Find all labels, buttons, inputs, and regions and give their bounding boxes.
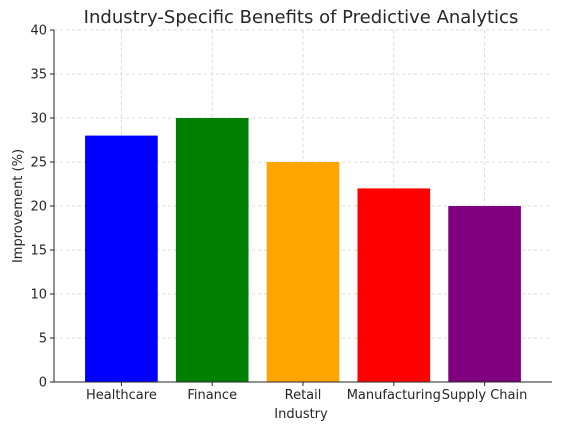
y-tick-label: 10 (30, 288, 47, 303)
x-axis-ticks: Healthcare Finance Retail Manufacturing Supp… (86, 382, 527, 403)
y-axis-ticks: 0 5 10 15 20 25 30 35 40 (30, 24, 54, 391)
x-axis-label: Industry (274, 407, 328, 422)
y-axis-label: Improvement (%) (11, 149, 26, 263)
y-tick-label: 5 (39, 332, 47, 347)
y-tick-label: 20 (30, 200, 47, 215)
bar-finance (175, 118, 249, 382)
x-tick-label: Healthcare (86, 388, 157, 403)
y-tick-label: 0 (39, 376, 47, 391)
y-tick-label: 35 (30, 68, 47, 83)
bar-supply-chain (448, 206, 521, 382)
y-tick-label: 15 (30, 244, 47, 259)
x-tick-label: Manufacturing (347, 388, 441, 403)
y-tick-label: 40 (30, 24, 47, 39)
chart-title: Industry-Specific Benefits of Predictive… (84, 7, 519, 28)
bar-healthcare (85, 135, 158, 382)
bar-retail (266, 162, 340, 382)
y-tick-label: 30 (30, 112, 47, 127)
x-tick-label: Finance (187, 388, 237, 403)
bar-manufacturing (357, 188, 431, 382)
y-tick-label: 25 (30, 156, 47, 171)
bars (85, 118, 521, 382)
x-tick-label: Supply Chain (442, 388, 528, 403)
x-tick-label: Retail (285, 388, 322, 403)
